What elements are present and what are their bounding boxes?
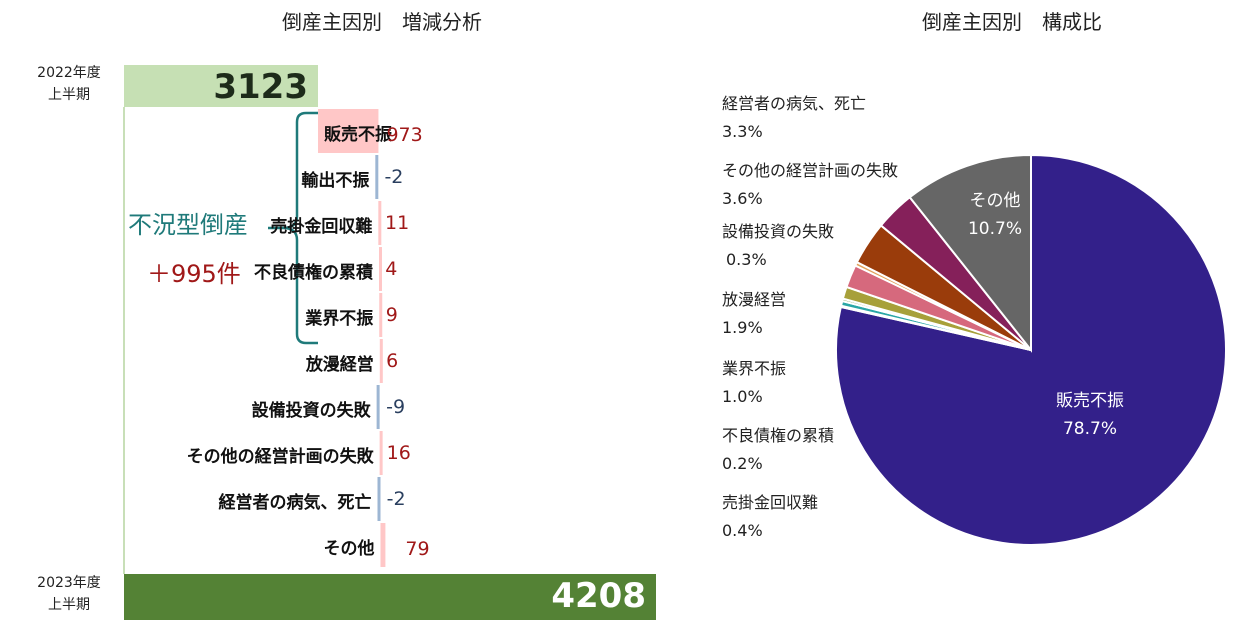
pie-label-industry-pct: 1.0%: [722, 387, 763, 406]
waterfall-chart: [123, 107, 386, 574]
waterfall-category-label: 経営者の病気、死亡: [218, 493, 372, 513]
start-period-year: 2022年度: [37, 65, 101, 81]
pie-label-other-plan: その他の経営計画の失敗 3.6%: [722, 157, 898, 208]
end-total-bar: 4208: [124, 574, 656, 620]
pie-label-lax: 放漫経営 1.9%: [722, 286, 786, 337]
pie-label-capex-name: 設備投資の失敗: [722, 222, 835, 241]
waterfall-bar: [380, 523, 386, 567]
pie-inside-label-other-pct: 10.7%: [967, 219, 1022, 239]
waterfall-value-label: 4: [385, 258, 398, 280]
waterfall-bar: [318, 109, 379, 153]
start-period-label: 2022年度 上半期: [14, 62, 124, 106]
end-total-value: 4208: [551, 576, 646, 616]
pie-inside-label-other: その他 10.7%: [955, 186, 1035, 239]
waterfall-value-label: 16: [386, 442, 411, 464]
waterfall-value-label: -2: [384, 166, 404, 188]
pie-label-bad-debt-pct: 0.2%: [722, 454, 763, 473]
waterfall-bar: [376, 385, 380, 429]
pie-label-other-plan-pct: 3.6%: [722, 189, 763, 208]
pie-label-receivables: 売掛金回収難 0.4%: [722, 489, 818, 540]
pie-inside-label-sales-name: 販売不振: [1056, 391, 1124, 411]
waterfall-value-label: 11: [385, 212, 410, 234]
pie-inside-label-other-name: その他: [969, 191, 1021, 211]
waterfall-bar: [375, 155, 379, 199]
waterfall-category-label: その他の経営計画の失敗: [186, 447, 374, 467]
pie-label-illness: 経営者の病気、死亡 3.3%: [722, 90, 866, 141]
pie-label-capex: 設備投資の失敗 0.3%: [722, 218, 834, 269]
pie-label-bad-debt-name: 不良債権の累積: [722, 426, 835, 445]
end-period-label: 2023年度 上半期: [14, 572, 124, 616]
pie-label-illness-pct: 3.3%: [722, 122, 763, 141]
bracket-value: ＋995件: [147, 260, 241, 288]
waterfall-bar: [377, 477, 381, 521]
waterfall-category-label: 輸出不振: [301, 171, 370, 191]
waterfall-bar: [379, 293, 383, 337]
pie-label-illness-name: 経営者の病気、死亡: [722, 94, 867, 113]
waterfall-bar: [379, 247, 383, 291]
start-total-value: 3123: [213, 67, 308, 107]
pie-slice: [908, 153, 1032, 353]
pie-label-industry: 業界不振 1.0%: [722, 355, 786, 406]
waterfall-value-label: 6: [386, 350, 399, 372]
pie-label-other-plan-name: その他の経営計画の失敗: [722, 161, 899, 180]
end-period-half: 上半期: [48, 597, 90, 613]
pie-label-lax-name: 放漫経営: [722, 290, 787, 309]
waterfall-category-label: その他: [323, 539, 375, 559]
pie-label-receivables-pct: 0.4%: [722, 521, 763, 540]
waterfall-value-label: -9: [386, 396, 406, 418]
waterfall-category-label: 売掛金回収難: [270, 217, 373, 237]
pie-inside-label-sales: 販売不振 78.7%: [1040, 386, 1140, 439]
pie-label-lax-pct: 1.9%: [722, 318, 763, 337]
pie-inside-label-sales-pct: 78.7%: [1062, 419, 1117, 439]
waterfall-bar: [379, 339, 383, 383]
waterfall-category-label: 販売不振: [324, 125, 392, 145]
pie-label-capex-pct: 0.3%: [726, 250, 767, 269]
start-period-half: 上半期: [48, 87, 90, 103]
waterfall-bar: [378, 201, 382, 245]
start-total-bar: 3123: [124, 65, 318, 107]
pie-slice: [835, 153, 1227, 546]
waterfall-value-label: 79: [405, 538, 430, 560]
right-chart-title: 倒産主因別 構成比: [922, 10, 1102, 34]
left-chart-title: 倒産主因別 増減分析: [282, 10, 482, 34]
waterfall-value-label: 9: [385, 304, 398, 326]
waterfall-category-label: 業界不振: [305, 309, 374, 329]
pie-label-bad-debt: 不良債権の累積 0.2%: [722, 422, 834, 473]
waterfall-bar: [379, 431, 383, 475]
waterfall-category-label: 設備投資の失敗: [251, 401, 371, 421]
waterfall-category-label: 放漫経営: [305, 355, 374, 375]
end-period-year: 2023年度: [37, 575, 101, 591]
bracket-label: 不況型倒産: [128, 211, 248, 239]
waterfall-value-label: 973: [386, 124, 423, 146]
waterfall-category-label: 不良債権の累積: [254, 263, 374, 283]
pie-label-receivables-name: 売掛金回収難: [722, 493, 819, 512]
pie-label-industry-name: 業界不振: [722, 359, 787, 378]
waterfall-value-label: -2: [386, 488, 406, 510]
